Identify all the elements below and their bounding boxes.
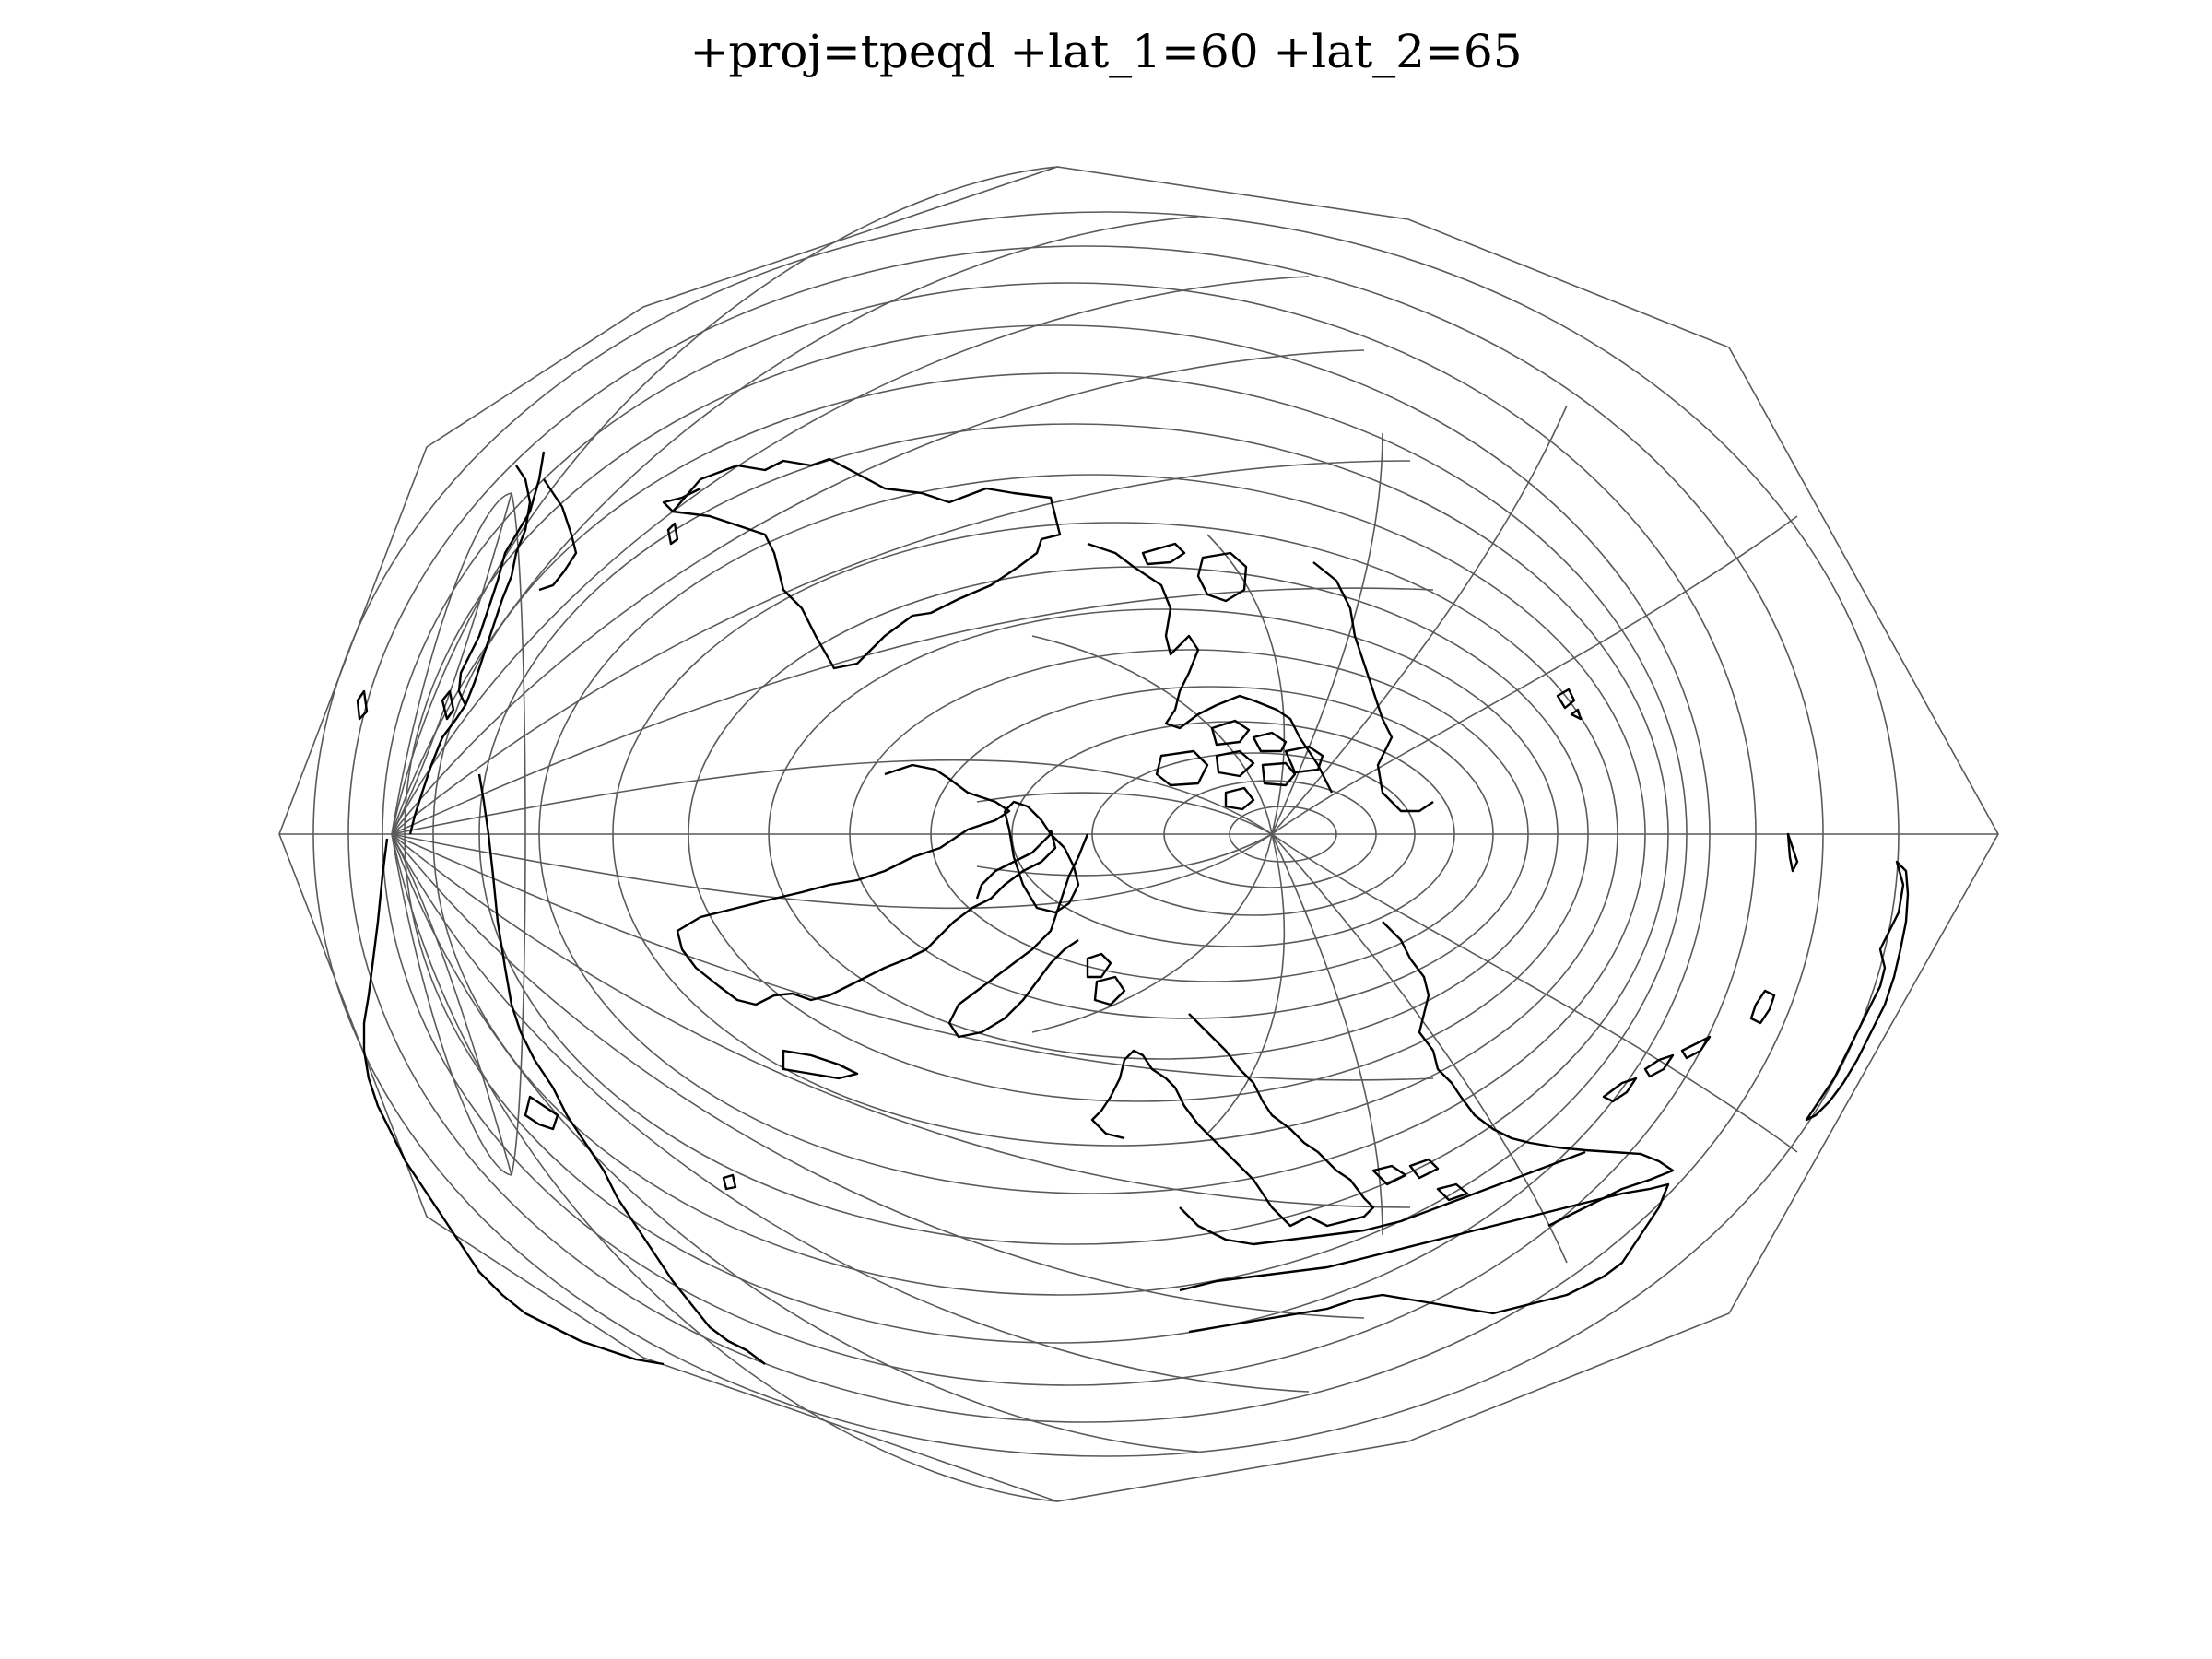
latitude-ring xyxy=(538,474,1646,1194)
coastline-africa xyxy=(524,1095,559,1131)
coastline-asia-south xyxy=(1179,1150,1586,1246)
coastline-island xyxy=(1570,708,1583,721)
coastline-japan xyxy=(1602,1035,1712,1103)
coastline-asia xyxy=(1090,1013,1375,1228)
coastline-island xyxy=(356,689,369,721)
latitude-ring xyxy=(768,608,1559,1060)
coastline-island xyxy=(722,1173,737,1191)
coastline-antarctica-peninsula xyxy=(538,478,578,592)
coastline-greenland xyxy=(671,457,1062,670)
coastline-greenland-tip xyxy=(662,487,701,512)
coastline-island xyxy=(1141,542,1186,566)
latitude-ring xyxy=(478,423,1669,1245)
coastline-arctic-islands xyxy=(1210,719,1324,787)
meridians-right xyxy=(976,405,1798,1264)
latitude-ring xyxy=(312,211,1900,1457)
coastline-europe-north xyxy=(1312,561,1434,813)
coastline-central-america xyxy=(782,1049,859,1080)
coastline-island xyxy=(441,689,455,721)
coastline-antarctica-lower xyxy=(477,773,766,1365)
coastline-australia xyxy=(1805,860,1910,1122)
latitude-ring xyxy=(382,282,1757,1386)
coastline-island xyxy=(1786,832,1799,873)
coastline-island-chain xyxy=(1371,1158,1469,1202)
latitude-ring xyxy=(688,566,1589,1102)
coastline-europe xyxy=(1087,542,1334,794)
graticule xyxy=(278,166,1999,1502)
coastline-island xyxy=(1196,551,1248,603)
latitude-ring xyxy=(1229,806,1337,863)
latitude-ring xyxy=(1163,780,1377,888)
meridians-left xyxy=(391,166,1434,1502)
coastlines xyxy=(356,451,1910,1366)
graticule-left-lens xyxy=(391,492,526,1176)
latitude-ring xyxy=(612,522,1618,1147)
latitude-ring xyxy=(347,245,1824,1423)
coastline-antarctica-outer xyxy=(362,838,665,1366)
latitude-ring xyxy=(1091,752,1416,916)
latitude-ring xyxy=(930,686,1494,982)
coastline-asia-east xyxy=(1382,921,1675,1228)
coastline-antarctica-west xyxy=(464,465,532,706)
latitude-ring xyxy=(432,372,1688,1296)
graticule-outer-frame xyxy=(278,166,1999,1502)
coastline-north-america xyxy=(676,763,1057,1006)
coastline-island xyxy=(1556,688,1576,710)
coastline-arctic-islands-2 xyxy=(1155,749,1255,811)
coastline-southeast-asia xyxy=(1179,1182,1670,1334)
coastline-antarctica xyxy=(408,451,546,835)
coastline-north-america-west xyxy=(975,800,1053,900)
coastline-alaska xyxy=(947,833,1089,1039)
map-title: +proj=tpeqd +lat_1=60 +lat_2=65 xyxy=(689,25,1523,78)
coastline-new-zealand xyxy=(1749,989,1776,1025)
coastline-island xyxy=(666,522,679,546)
latitude-ring xyxy=(404,324,1711,1344)
coastline-hudson xyxy=(1003,810,1080,914)
latitude-ring xyxy=(849,649,1529,1019)
coastline-alaska-islands xyxy=(1086,952,1126,1006)
